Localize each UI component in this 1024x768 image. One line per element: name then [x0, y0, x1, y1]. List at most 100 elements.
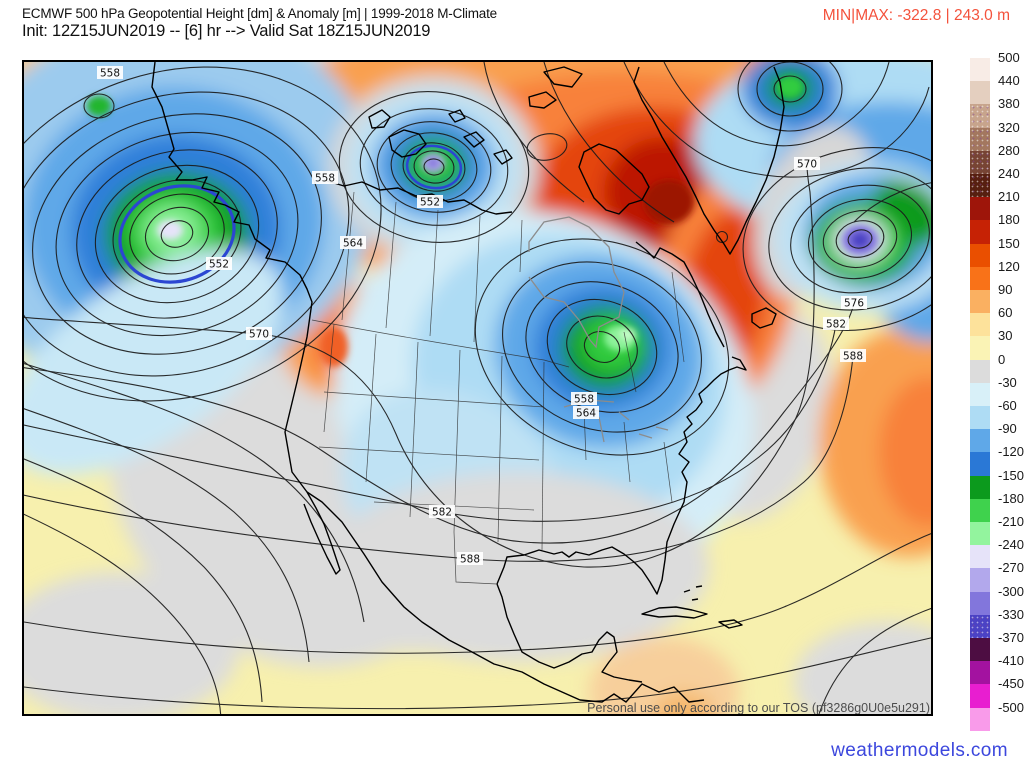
- colorbar-cell: [970, 174, 990, 198]
- colorbar-cell: [970, 522, 990, 546]
- colorbar-tick-label: 120: [998, 258, 1020, 274]
- highlight-contour-layer: [118, 144, 463, 284]
- contour-labels-layer: 558 558 564 552 570 552 558 564 582 588 570 576 582 5…: [97, 66, 867, 566]
- colorbar-tick-label: -240: [998, 537, 1024, 553]
- colorbar-tick-label: 0: [998, 351, 1006, 367]
- contour-label: 558: [315, 173, 335, 185]
- colorbar-cell: [970, 104, 990, 129]
- contour-label-box: [206, 257, 232, 270]
- colorbar-cell: [970, 58, 990, 82]
- colorbar-tick-label: -300: [998, 583, 1024, 599]
- contour-label-box: [840, 349, 866, 362]
- contour-label: 558: [100, 68, 120, 80]
- contour-label: 552: [209, 259, 229, 271]
- contour-label: 570: [249, 329, 269, 341]
- colorbar-cell: [970, 684, 990, 709]
- contour-label-box: [823, 317, 849, 330]
- colorbar-tick-label: 240: [998, 166, 1020, 181]
- colorbar-cell: [970, 475, 990, 500]
- anomaly-colorbar: 500 440 380 320 280 240 210 180 150 120 90 60 30 0 -30…: [970, 50, 1024, 758]
- colorbar-tick-label: 90: [998, 282, 1013, 297]
- colorbar-tick-label: 150: [998, 235, 1020, 251]
- colorbar-tick-label: 500: [998, 50, 1020, 65]
- contour-label-box: [417, 195, 443, 208]
- contour-label: 582: [826, 319, 846, 331]
- colorbar-tick-label: -120: [998, 444, 1024, 460]
- colorbar-cell: [970, 359, 990, 384]
- contour-label-box: [457, 552, 483, 565]
- colorbar-tick-label: -330: [998, 606, 1024, 622]
- contour-label: 576: [844, 298, 864, 310]
- contour-label-box: [97, 66, 123, 79]
- colorbar-tick-label: -450: [998, 676, 1024, 692]
- colorbar-cell: [970, 661, 990, 685]
- colorbar-tick-label: 380: [998, 96, 1020, 112]
- colorbar-tick-label: 440: [998, 73, 1020, 89]
- colorbar-tick-label: 210: [998, 189, 1020, 205]
- weather-map: 558 558 564 552 570 552 558 564 582 588 570 576 582 5…: [24, 62, 931, 714]
- colorbar-tick-label: -180: [998, 490, 1024, 506]
- minmax-readout: MIN|MAX: -322.8 | 243.0 m: [822, 7, 1010, 24]
- contour-label: 570: [797, 159, 817, 171]
- colorbar-cell: [970, 220, 990, 245]
- colorbar-cell: [970, 614, 990, 639]
- contour-label-box: [429, 505, 455, 518]
- colorbar-cell: [970, 568, 990, 593]
- colorbar-tick-label: -30: [998, 374, 1017, 390]
- colorbar-tick-label: -210: [998, 514, 1024, 529]
- colorbar-cell: [970, 638, 990, 662]
- colorbar-tick-label: 30: [998, 328, 1013, 344]
- colorbar-cell: [970, 127, 990, 152]
- brand-link[interactable]: weathermodels.com: [831, 740, 1008, 761]
- chart-init-valid-line: Init: 12Z15JUN2019 -- [6] hr --> Valid S…: [22, 22, 431, 40]
- colorbar-bottom-cap: [970, 707, 990, 731]
- colorbar-cell: [970, 150, 990, 175]
- colorbar-tick-label: -500: [998, 699, 1024, 715]
- contour-layer: [24, 62, 931, 714]
- colorbar-tick-label: 60: [998, 305, 1013, 321]
- colorbar-tick-label: -90: [998, 421, 1017, 437]
- colorbar-cell: [970, 81, 990, 105]
- contour-label: 588: [460, 554, 480, 566]
- contour-label: 588: [843, 351, 863, 363]
- colorbar-cell: [970, 406, 990, 430]
- colorbar-cell: [970, 591, 990, 616]
- contour-label-box: [246, 327, 272, 340]
- colorbar-tick-label: 320: [998, 119, 1020, 135]
- contour-label-box: [312, 171, 338, 184]
- tos-watermark: Personal use only according to our TOS (…: [587, 701, 930, 714]
- contour-label: 582: [432, 507, 452, 519]
- colorbar-cell: [970, 382, 990, 407]
- colorbar-tick-label: -370: [998, 630, 1024, 645]
- colorbar-tick-label: -270: [998, 560, 1024, 576]
- contour-label-box: [340, 236, 366, 249]
- colorbar-tick-label: 180: [998, 212, 1020, 228]
- colorbar-cell: [970, 429, 990, 453]
- colorbar-cell: [970, 545, 990, 569]
- contour-label: 552: [420, 197, 440, 209]
- colorbar-tick-label: -60: [998, 398, 1017, 413]
- colorbar-cell: [970, 266, 990, 291]
- contour-label: 564: [576, 408, 596, 420]
- colorbar-cell: [970, 336, 990, 361]
- anomaly-core-layer: [87, 76, 878, 367]
- chart-title: ECMWF 500 hPa Geopotential Height [dm] &…: [22, 6, 497, 21]
- colorbar-tick-label: 280: [998, 142, 1020, 158]
- colorbar-cell: [970, 498, 990, 523]
- colorbar-cell: [970, 313, 990, 337]
- contour-label-box: [573, 406, 599, 419]
- contour-label: 564: [343, 238, 363, 250]
- colorbar-tick-label: -410: [998, 653, 1024, 669]
- colorbar-cell: [970, 290, 990, 314]
- colorbar-tick-label: -150: [998, 467, 1024, 483]
- contour-label-box: [841, 296, 867, 309]
- map-frame: 558 558 564 552 570 552 558 564 582 588 570 576 582 5…: [22, 60, 933, 716]
- colorbar-cell: [970, 243, 990, 268]
- colorbar-cell: [970, 452, 990, 477]
- contour-label: 558: [574, 394, 594, 406]
- contour-label-box: [794, 157, 820, 170]
- border-layer: [311, 191, 685, 585]
- contour-label-box: [571, 392, 597, 405]
- colorbar-cell: [970, 197, 990, 221]
